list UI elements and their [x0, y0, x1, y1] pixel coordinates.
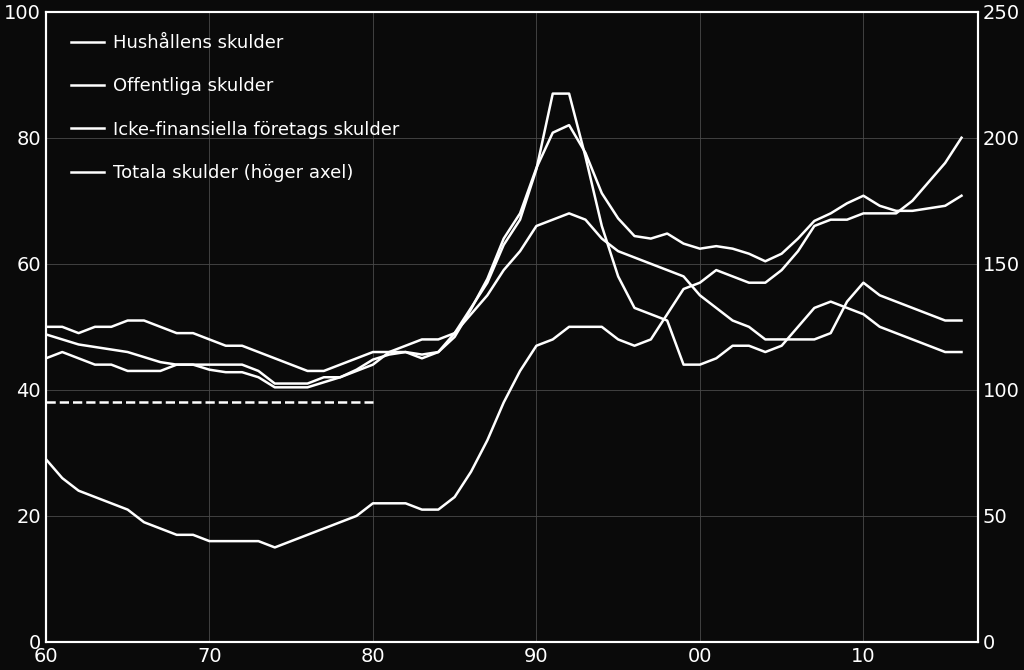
- Legend: Hushållens skulder, Offentliga skulder, Icke-finansiella företags skulder, Total: Hushållens skulder, Offentliga skulder, …: [65, 27, 407, 190]
